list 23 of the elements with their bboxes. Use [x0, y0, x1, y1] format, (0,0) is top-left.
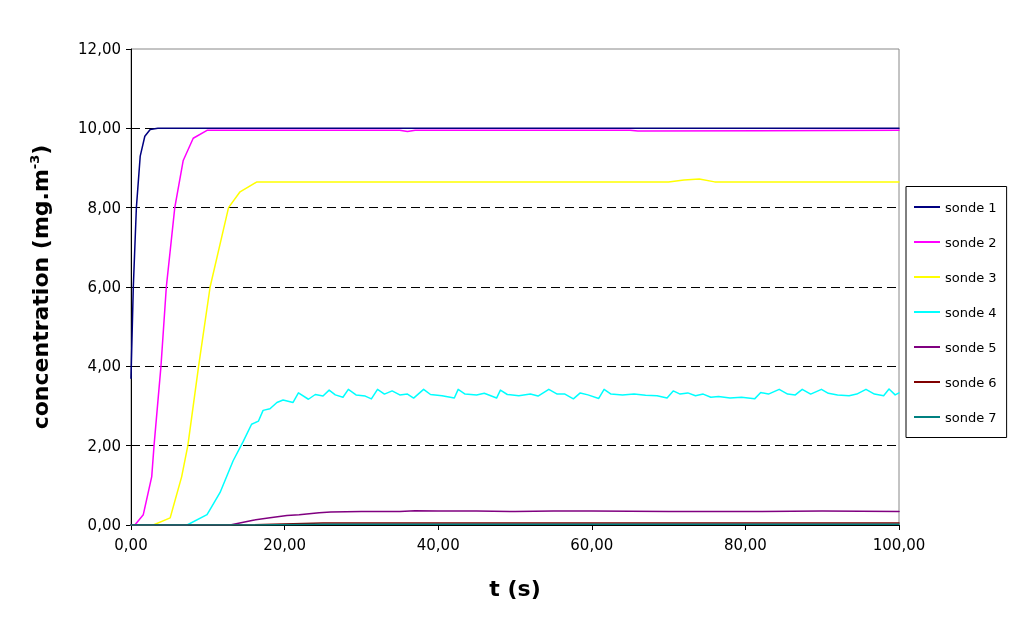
x-tick-label: 100,00: [872, 535, 926, 554]
y-tick-label: 2,00: [87, 436, 121, 455]
legend-label: sonde 5: [945, 339, 997, 355]
legend-label: sonde 3: [945, 269, 997, 285]
line-series: [130, 127, 900, 379]
legend-label: sonde 6: [945, 374, 997, 390]
y-axis-title: concentration (mg.m-3): [27, 144, 53, 430]
x-tick-label: 40,00: [416, 535, 460, 554]
x-tick-label: 60,00: [570, 535, 614, 554]
legend-label: sonde 7: [945, 409, 997, 425]
legend-label: sonde 4: [945, 304, 997, 320]
y-tick-label: 0,00: [87, 516, 121, 534]
y-tick-label: 12,00: [78, 40, 121, 58]
y-tick-label: 10,00: [78, 119, 121, 138]
y-tick-label: 8,00: [87, 198, 121, 217]
y-tick-label: 6,00: [87, 278, 121, 296]
legend-label: sonde 1: [945, 199, 997, 215]
y-tick-label: 4,00: [87, 357, 121, 376]
x-tick-label: 20,00: [263, 535, 307, 554]
x-axis-title: t (s): [489, 575, 541, 601]
x-tick-label: 0,00: [114, 535, 148, 554]
legend-label: sonde 2: [945, 234, 997, 250]
x-tick-label: 80,00: [723, 535, 767, 554]
